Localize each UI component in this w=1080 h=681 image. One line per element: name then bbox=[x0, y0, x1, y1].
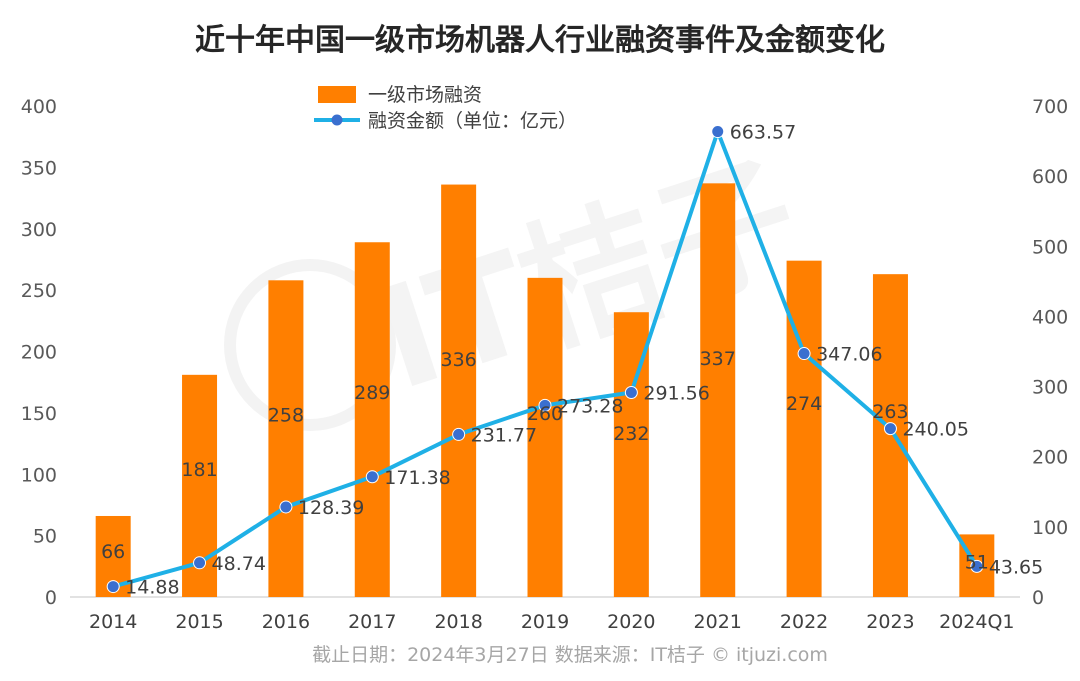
bar-value-label: 260 bbox=[527, 403, 563, 425]
line-value-label: 171.38 bbox=[384, 467, 450, 489]
watermark-text: IT桔子 bbox=[360, 135, 817, 422]
x-axis-tick-label: 2015 bbox=[175, 611, 223, 633]
bar bbox=[441, 184, 477, 597]
line-value-label: 663.57 bbox=[730, 122, 796, 144]
bar-value-label: 337 bbox=[700, 348, 736, 370]
bar-value-label: 336 bbox=[441, 349, 477, 371]
x-axis-tick-label: 2023 bbox=[866, 611, 914, 633]
watermark-logo-icon bbox=[224, 259, 396, 431]
x-axis-tick-label: 2022 bbox=[780, 611, 828, 633]
right-axis-tick-label: 500 bbox=[1032, 236, 1068, 258]
line-value-label: 231.77 bbox=[471, 424, 537, 446]
left-axis-tick-label: 400 bbox=[21, 96, 57, 118]
data-labels: 66 181 258 289 336 260 232 337 274 263 51 14.88 48.7… bbox=[101, 122, 1043, 599]
left-axis-tick-label: 350 bbox=[21, 157, 57, 179]
right-axis-tick-label: 600 bbox=[1032, 166, 1068, 188]
x-axis-tick-label: 2016 bbox=[262, 611, 310, 633]
left-axis-tick-label: 300 bbox=[21, 219, 57, 241]
line-value-label: 14.88 bbox=[125, 577, 179, 599]
line-value-label: 240.05 bbox=[902, 419, 968, 441]
x-axis-tick-label: 2021 bbox=[694, 611, 742, 633]
line-value-label: 273.28 bbox=[557, 395, 623, 417]
left-axis-tick-label: 50 bbox=[33, 526, 57, 548]
legend-swatch-marker bbox=[331, 114, 343, 126]
x-axis-tick-label: 2024Q1 bbox=[939, 611, 1014, 633]
right-axis-tick-label: 0 bbox=[1032, 587, 1044, 609]
right-axis-tick-label: 100 bbox=[1032, 517, 1068, 539]
line-value-label: 347.06 bbox=[816, 344, 882, 366]
bar bbox=[786, 260, 822, 597]
line-point bbox=[365, 470, 379, 484]
line-point bbox=[624, 385, 638, 399]
bar-value-label: 263 bbox=[872, 401, 908, 423]
right-axis-tick-label: 300 bbox=[1032, 377, 1068, 399]
bar bbox=[354, 242, 390, 597]
x-axis-tick-label: 2014 bbox=[89, 611, 137, 633]
line-series bbox=[106, 125, 984, 594]
bar bbox=[872, 274, 908, 597]
line-point bbox=[538, 398, 552, 412]
bar-value-label: 181 bbox=[181, 459, 217, 481]
bar bbox=[527, 277, 563, 597]
x-axis-tick-label: 2017 bbox=[348, 611, 396, 633]
line-point bbox=[970, 559, 984, 573]
bar bbox=[700, 183, 736, 597]
right-axis-tick-label: 700 bbox=[1032, 96, 1068, 118]
left-axis-tick-label: 250 bbox=[21, 280, 57, 302]
bar-value-label: 289 bbox=[354, 382, 390, 404]
left-axis-tick-label: 100 bbox=[21, 464, 57, 486]
bar bbox=[268, 280, 304, 597]
legend-label-bar: 一级市场融资 bbox=[368, 84, 482, 106]
legend: 一级市场融资 融资金额（单位：亿元） bbox=[314, 84, 577, 132]
line-point bbox=[883, 422, 897, 436]
left-axis-tick-label: 0 bbox=[45, 587, 57, 609]
line-value-label: 291.56 bbox=[643, 382, 709, 404]
x-axis-tick-label: 2019 bbox=[521, 611, 569, 633]
line-point bbox=[193, 556, 207, 570]
line-point bbox=[279, 500, 293, 514]
line-value-label: 48.74 bbox=[212, 553, 266, 575]
line-point bbox=[797, 347, 811, 361]
legend-label-line: 融资金额（单位：亿元） bbox=[368, 110, 577, 132]
bar-value-label: 258 bbox=[268, 404, 304, 426]
line-point bbox=[711, 125, 725, 139]
bar-value-label: 66 bbox=[101, 541, 125, 563]
chart-title: 近十年中国一级市场机器人行业融资事件及金额变化 bbox=[195, 23, 885, 58]
footer-source: 截止日期：2024年3月27日 数据来源：IT桔子 © itjuzi.com bbox=[312, 644, 828, 666]
line-value-label: 43.65 bbox=[989, 556, 1043, 578]
x-axis-tick-label: 2020 bbox=[607, 611, 655, 633]
right-axis-tick-label: 200 bbox=[1032, 447, 1068, 469]
x-axis-tick-label: 2018 bbox=[434, 611, 482, 633]
legend-swatch-bar bbox=[318, 86, 356, 103]
axes: 0 50 100 150 200 250 300 350 400 0 100 200 300 400 500… bbox=[21, 96, 1069, 633]
line-value-label: 128.39 bbox=[298, 497, 364, 519]
left-axis-tick-label: 200 bbox=[21, 342, 57, 364]
bar-value-label: 274 bbox=[786, 393, 822, 415]
left-axis-tick-label: 150 bbox=[21, 403, 57, 425]
bar-value-label: 232 bbox=[613, 423, 649, 445]
line-point bbox=[452, 427, 466, 441]
line-point bbox=[106, 580, 120, 594]
right-axis-tick-label: 400 bbox=[1032, 306, 1068, 328]
bar-value-label: 51 bbox=[965, 552, 989, 574]
